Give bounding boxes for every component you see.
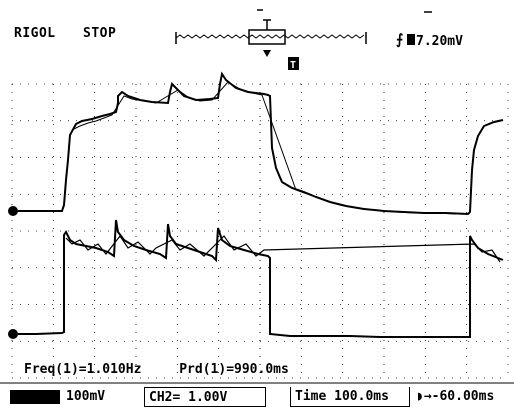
channel-1-block-icon [10,390,60,404]
frequency-readout: Freq(1)=1.010Hz [24,362,142,377]
period-readout: Prd(1)=990.0ms [179,362,289,377]
timebase-label: Time 100.0ms [295,389,389,404]
trigger-level-readout: 7.20mV [416,34,463,49]
ch1-waveform-noise [71,81,457,215]
memory-position-bar[interactable] [175,19,367,45]
trigger-marker-t-icon: T [288,57,299,71]
trigger-position-icon: ◗→ [416,389,432,404]
trigger-position-marker-icon[interactable] [263,50,271,57]
trigger-offset-label: -60.00ms [431,389,495,404]
ch1-scale-cell[interactable]: 100mV [4,387,116,407]
measurement-readouts: Freq(1)=1.010Hz Prd(1)=990.0ms [24,362,319,377]
channel-1-square-icon [407,34,415,45]
brand-label: RIGOL [14,26,56,41]
graticule [11,83,509,379]
svg-text:T: T [290,60,296,71]
ch2-waveform [18,219,504,338]
ch2-scale-cell[interactable]: CH2= 1.00V [144,387,266,407]
run-state-label[interactable]: STOP [83,26,117,41]
ch1-scale-label: 100mV [66,389,106,404]
ch1-ground-marker-icon[interactable] [8,206,18,216]
status-bar: 100mV CH2= 1.00V Time 100.0ms ◗→-60.00ms [0,387,514,409]
falling-edge-icon: ⨍ [396,32,404,48]
ch2-ground-marker-icon[interactable] [8,329,18,339]
timebase-cell[interactable]: Time 100.0ms [290,387,410,407]
ch2-scale-label: CH2= 1.00V [149,390,228,405]
ch2-waveform-noise [65,234,501,263]
trigger-offset-cell[interactable]: ◗→-60.00ms [414,387,512,407]
